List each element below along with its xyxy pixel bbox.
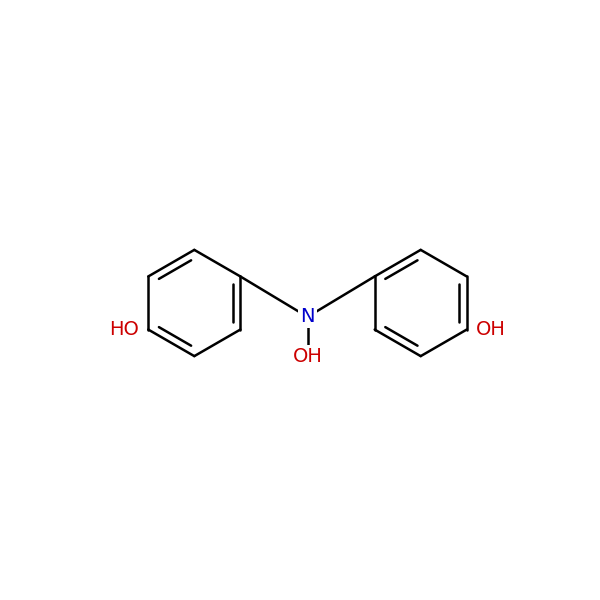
Text: HO: HO xyxy=(109,320,139,339)
Text: OH: OH xyxy=(476,320,506,339)
Text: OH: OH xyxy=(293,347,322,365)
Text: N: N xyxy=(300,307,315,326)
